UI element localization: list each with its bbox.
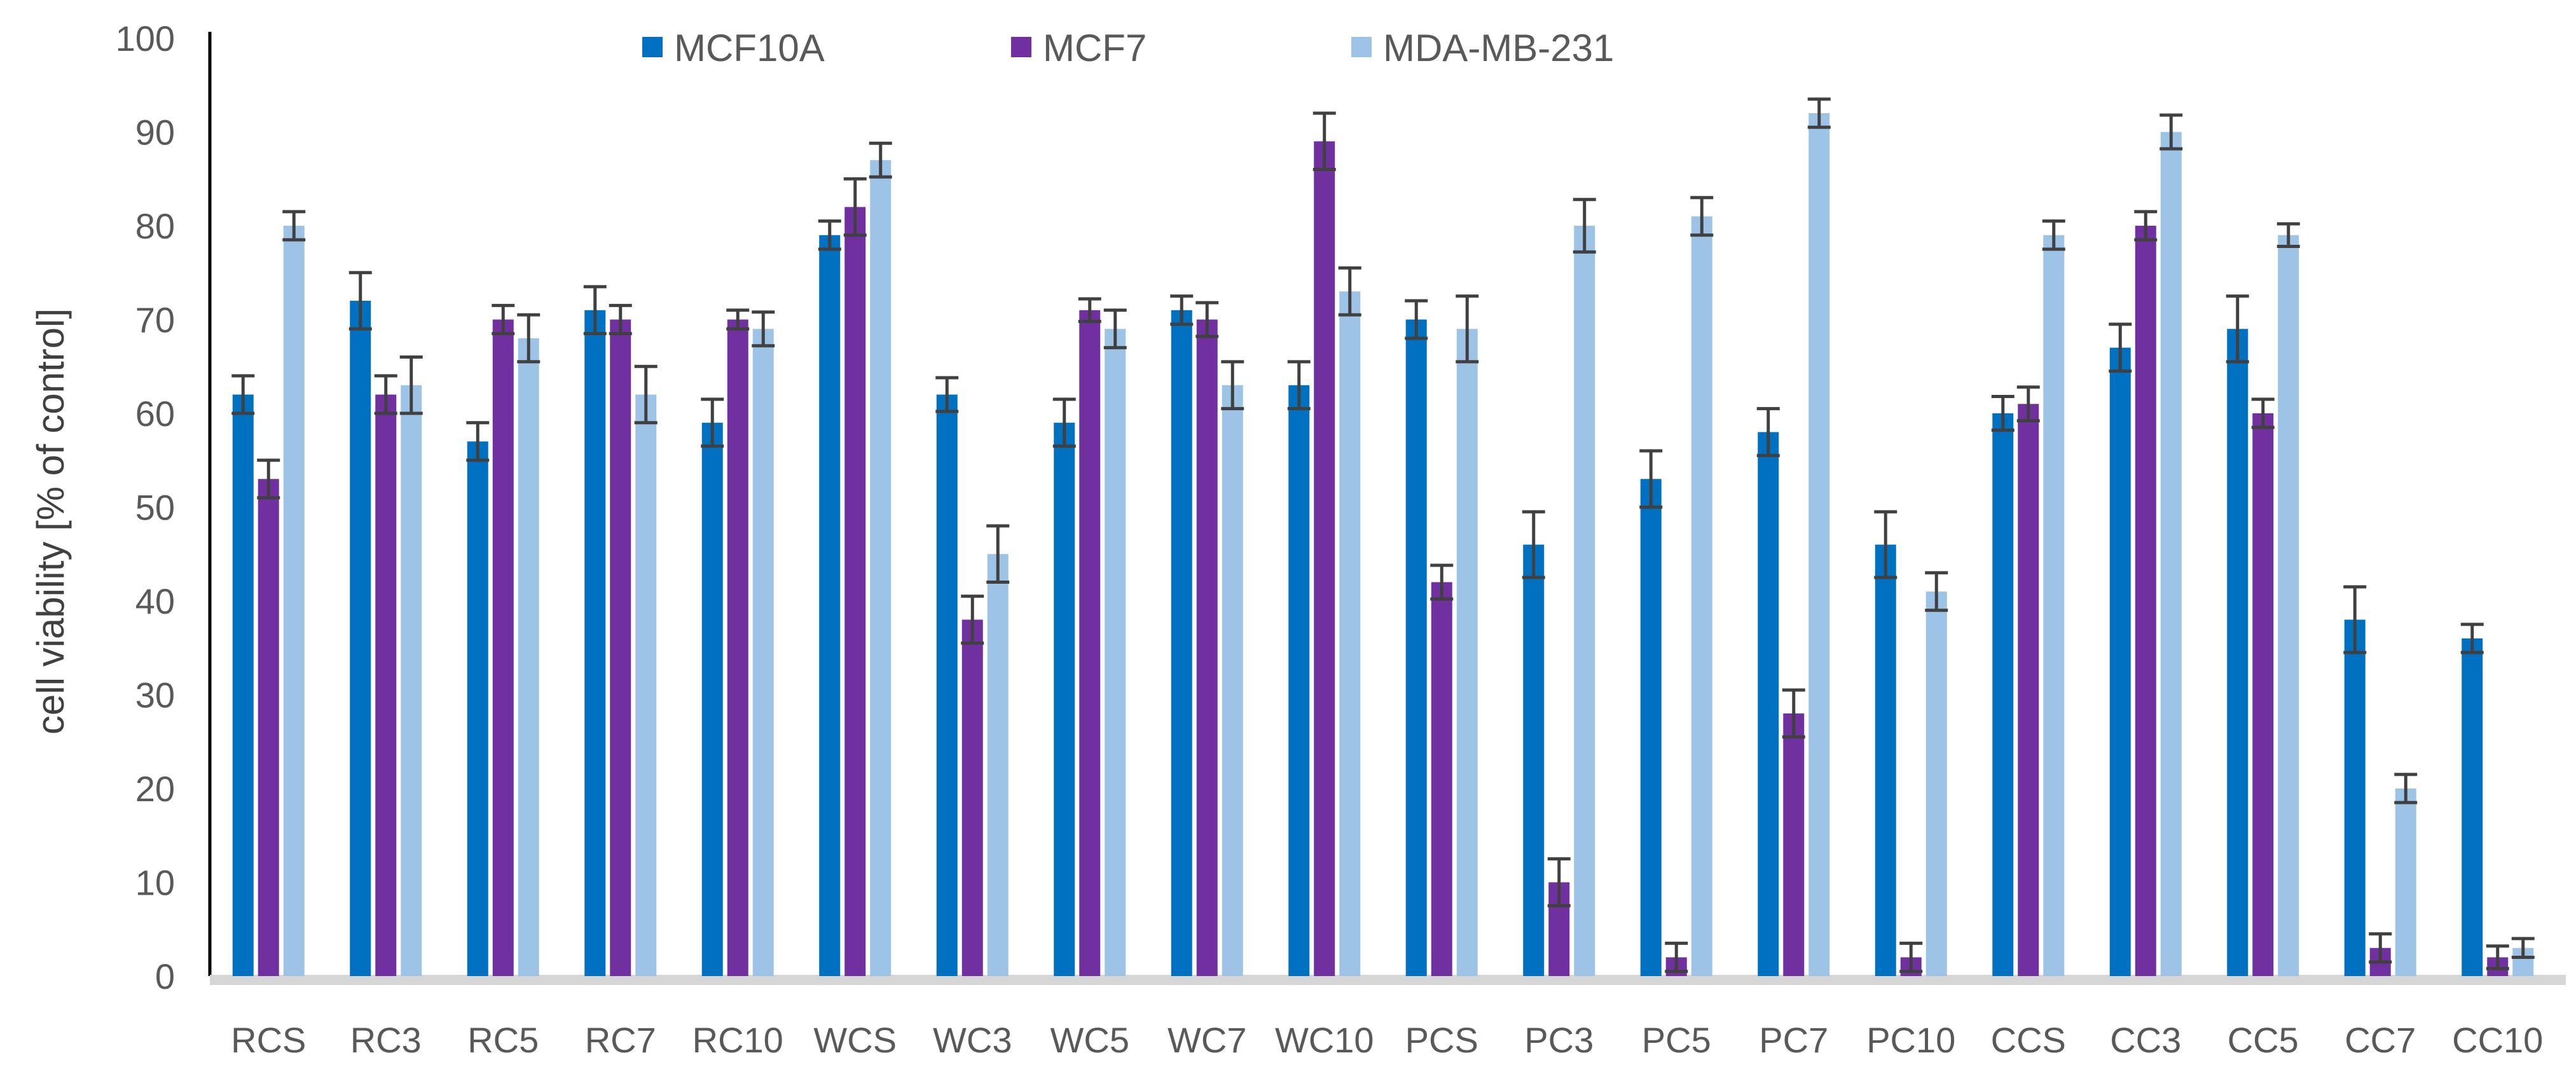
bar xyxy=(727,319,748,976)
x-tick-label: WC10 xyxy=(1275,1020,1374,1060)
bar xyxy=(961,619,983,976)
legend-swatch xyxy=(642,37,663,57)
bar xyxy=(1314,141,1335,976)
bar xyxy=(2109,347,2131,976)
x-tick-label: RC5 xyxy=(467,1020,539,1060)
bar xyxy=(870,160,892,976)
bar xyxy=(1171,310,1192,976)
legend-label: MCF7 xyxy=(1043,27,1147,69)
x-tick-label: CC10 xyxy=(2452,1020,2543,1060)
bar xyxy=(1431,582,1452,976)
bar xyxy=(1758,432,1779,976)
y-tick-label: 20 xyxy=(135,769,175,809)
y-tick-label: 100 xyxy=(116,18,175,59)
bar xyxy=(350,301,371,976)
bar xyxy=(1808,113,1830,976)
x-tick-label: PCS xyxy=(1405,1020,1478,1060)
bar xyxy=(2018,404,2039,976)
bars xyxy=(231,97,2535,976)
bar xyxy=(1574,226,1595,976)
bar xyxy=(1783,713,1805,976)
bar xyxy=(752,329,774,976)
x-tick-label: PC7 xyxy=(1759,1020,1828,1060)
y-tick-label: 0 xyxy=(155,956,175,996)
y-tick-label: 70 xyxy=(135,300,175,340)
x-tick-label: CC5 xyxy=(2228,1020,2299,1060)
bar xyxy=(2344,619,2366,976)
x-tick-label: PC5 xyxy=(1642,1020,1711,1060)
legend-label: MDA-MB-231 xyxy=(1383,27,1614,69)
x-tick-label: RC7 xyxy=(585,1020,656,1060)
bar xyxy=(1925,591,1947,976)
x-tick-label: WCS xyxy=(813,1020,897,1060)
bar xyxy=(1523,544,1545,976)
bar xyxy=(2278,235,2299,976)
x-tick-label: PC10 xyxy=(1866,1020,1955,1060)
bar xyxy=(375,394,397,976)
y-axis-title: cell viability [% of control] xyxy=(29,308,72,734)
bar xyxy=(610,319,631,976)
bar xyxy=(401,385,422,976)
x-tick-label: RC10 xyxy=(692,1020,783,1060)
bar xyxy=(1105,329,1126,976)
bar xyxy=(2252,413,2274,976)
x-tick-label: WC7 xyxy=(1167,1020,1246,1060)
bar xyxy=(1222,385,1243,976)
bar xyxy=(2227,329,2249,976)
x-tick-label: RC3 xyxy=(350,1020,422,1060)
bar xyxy=(258,479,279,976)
y-axis: 0 10 20 30 40 50 60 70 80 90 100 xyxy=(116,18,212,996)
bar xyxy=(492,319,514,976)
bar xyxy=(2395,788,2416,976)
bar xyxy=(844,207,866,976)
bar xyxy=(2043,235,2065,976)
y-tick-label: 40 xyxy=(135,581,175,621)
bar xyxy=(1405,319,1427,976)
x-tick-label: CC7 xyxy=(2345,1020,2416,1060)
bar xyxy=(1054,422,1075,976)
legend-label: MCF10A xyxy=(674,27,825,69)
bar xyxy=(701,422,723,976)
bar xyxy=(232,394,254,976)
bar xyxy=(2160,132,2182,976)
y-tick-label: 10 xyxy=(135,863,175,903)
bar xyxy=(1691,216,1712,976)
bar xyxy=(467,441,488,976)
bar xyxy=(1875,544,1896,976)
legend-swatch xyxy=(1011,37,1031,57)
bar xyxy=(1079,310,1101,976)
y-tick-label: 60 xyxy=(135,394,175,434)
x-axis-band xyxy=(210,975,2566,985)
y-tick-label: 80 xyxy=(135,206,175,246)
bar xyxy=(819,235,841,976)
bar xyxy=(1456,329,1478,976)
y-tick-label: 50 xyxy=(135,488,175,528)
bar xyxy=(1196,319,1218,976)
bar xyxy=(1288,385,1310,976)
y-tick-label: 30 xyxy=(135,675,175,715)
y-tick-label: 90 xyxy=(135,113,175,153)
x-tick-label: PC3 xyxy=(1524,1020,1594,1060)
bar xyxy=(987,554,1009,976)
bar xyxy=(635,394,657,976)
x-tick-label: CC3 xyxy=(2110,1020,2181,1060)
bar xyxy=(518,338,539,976)
bar xyxy=(283,226,305,976)
bar xyxy=(1339,291,1361,976)
bar xyxy=(584,310,606,976)
bar xyxy=(2135,226,2156,976)
x-tick-label: CCS xyxy=(1991,1020,2066,1060)
x-tick-label: WC5 xyxy=(1050,1020,1129,1060)
x-tick-label: WC3 xyxy=(933,1020,1012,1060)
bar xyxy=(1992,413,2014,976)
bar xyxy=(1640,479,1662,976)
x-axis: RCS RC3 RC5 RC7 RC10 WCS WC3 WC5 WC7 WC10 PCS PC3 PC… xyxy=(210,975,2566,1060)
bar xyxy=(936,394,958,976)
legend-swatch xyxy=(1351,37,1372,57)
bar xyxy=(2462,638,2483,976)
legend: MCF10A MCF7 MDA-MB-231 xyxy=(642,27,1614,69)
x-tick-label: RCS xyxy=(231,1020,306,1060)
